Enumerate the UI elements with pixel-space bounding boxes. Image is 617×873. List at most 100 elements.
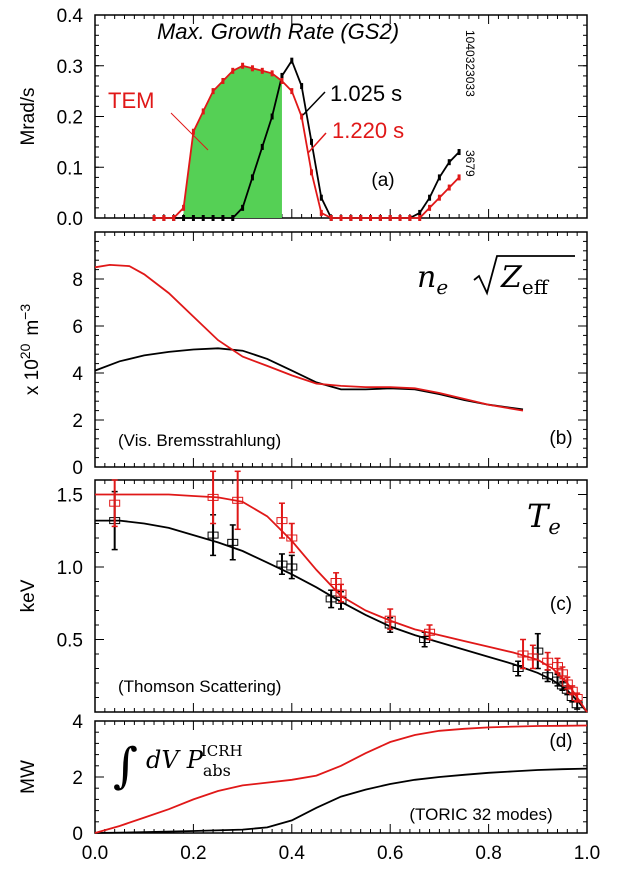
panel-note: (TORIC 32 modes) xyxy=(409,805,552,824)
quantity-label: Te xyxy=(527,497,561,539)
y-label-unit: m xyxy=(22,320,43,336)
data-point xyxy=(211,88,215,95)
x-tick-label: 0.0 xyxy=(82,843,108,864)
y-axis-label: keV xyxy=(18,579,39,612)
y-tick-label: 2 xyxy=(72,411,83,432)
data-point xyxy=(182,204,186,211)
data-point xyxy=(447,159,451,166)
thomson-point xyxy=(276,517,288,525)
y-tick-label: 0.4 xyxy=(57,6,84,27)
y-tick-label: 0.1 xyxy=(57,158,83,179)
quantity-inner: Zeff xyxy=(500,260,550,299)
panel-frame xyxy=(94,14,588,219)
thomson-point xyxy=(561,679,573,687)
data-point xyxy=(172,215,176,221)
thomson-point xyxy=(551,662,563,670)
quantity-label: dV PabsICRH xyxy=(146,742,243,780)
data-point xyxy=(250,65,254,72)
data-point xyxy=(319,194,323,201)
data-point xyxy=(309,169,313,176)
y-tick-label: 0 xyxy=(72,458,83,479)
panel-label: (a) xyxy=(371,170,394,191)
thomson-point xyxy=(232,496,244,504)
thomson-point xyxy=(330,578,342,585)
data-point xyxy=(260,143,264,150)
quantity-label: ne xyxy=(417,260,448,299)
thomson-point xyxy=(542,657,554,665)
data-point xyxy=(211,215,215,221)
data-point xyxy=(437,174,441,181)
panel-label: (d) xyxy=(549,731,572,752)
x-tick-label: 0.8 xyxy=(475,843,501,864)
panel-a: 0.0 0.1 0.2 0.3 0.4 Mrad/s (a) Max. Growth Rate… xyxy=(18,6,588,230)
q-sub: e xyxy=(548,515,560,539)
y-tick-label: 0.3 xyxy=(57,57,83,78)
q-sup: ICRH xyxy=(201,742,243,760)
q-sub: e xyxy=(436,275,448,299)
data-point xyxy=(359,215,363,221)
thomson-point xyxy=(556,669,568,677)
data-point xyxy=(319,209,323,216)
tem-pointer xyxy=(170,112,209,151)
x-tick-label: 1.0 xyxy=(574,843,600,864)
x-tick-label: 0.2 xyxy=(180,843,206,864)
data-point xyxy=(398,215,402,221)
y-label-unit-exp: −3 xyxy=(17,304,33,320)
data-point xyxy=(309,138,313,145)
data-point xyxy=(378,215,382,221)
legend-label-red: 1.220 s xyxy=(332,118,404,143)
thomson-point xyxy=(527,653,539,661)
q-inner: Z xyxy=(500,260,523,295)
panel-title: Max. Growth Rate (GS2) xyxy=(157,19,399,44)
panel-c: 0.5 1.0 1.5 keV (c) (Thomson Scattering) Te xyxy=(18,470,588,713)
q-base: n xyxy=(417,260,436,295)
data-point xyxy=(201,108,205,115)
y-label-exp: 20 xyxy=(17,343,33,359)
data-point xyxy=(457,149,461,156)
y-tick-label: 1.5 xyxy=(57,486,83,507)
side-text-num: 3679 xyxy=(463,150,477,177)
thomson-point xyxy=(566,686,578,694)
y-tick-label: 2 xyxy=(72,768,83,789)
y-label-base: x 10 xyxy=(22,359,43,395)
data-point xyxy=(191,215,195,221)
y-tick-label: 0.5 xyxy=(57,631,83,652)
panel-note: (Vis. Bremsstrahlung) xyxy=(118,431,281,450)
legend-leader-red xyxy=(307,132,327,154)
data-point xyxy=(241,62,245,69)
data-point xyxy=(369,215,373,221)
data-point xyxy=(231,215,235,221)
thomson-point xyxy=(384,615,396,623)
y-tick-label: 8 xyxy=(72,270,83,291)
data-point xyxy=(270,70,274,77)
tem-annotation: TEM xyxy=(108,88,154,113)
series-line-1 xyxy=(154,64,460,219)
x-tick-label: 0.4 xyxy=(279,843,306,864)
panel-label: (b) xyxy=(549,428,572,449)
y-tick-label: 4 xyxy=(72,712,83,733)
thomson-point xyxy=(286,534,298,542)
thomson-point xyxy=(227,538,239,546)
panel-note: (Thomson Scattering) xyxy=(118,677,281,696)
y-tick-label: 0.0 xyxy=(57,209,83,230)
data-point xyxy=(250,174,254,181)
y-axis-label: x 1020 m−3 xyxy=(17,304,43,396)
series-line-0 xyxy=(94,767,588,834)
data-point xyxy=(349,215,353,221)
thomson-point xyxy=(207,531,219,539)
data-point xyxy=(201,215,205,221)
data-point xyxy=(270,113,274,120)
integral-sign: ∫ xyxy=(113,738,138,794)
y-tick-label: 0 xyxy=(72,824,83,845)
data-point xyxy=(437,194,441,201)
q-base: T xyxy=(527,497,551,535)
tem-shaded-region xyxy=(183,65,282,218)
y-tick-label: 0.2 xyxy=(57,108,83,129)
data-point xyxy=(221,77,225,84)
q-inner-sub: eff xyxy=(522,275,550,299)
data-point xyxy=(182,215,186,221)
thomson-point xyxy=(542,672,554,680)
